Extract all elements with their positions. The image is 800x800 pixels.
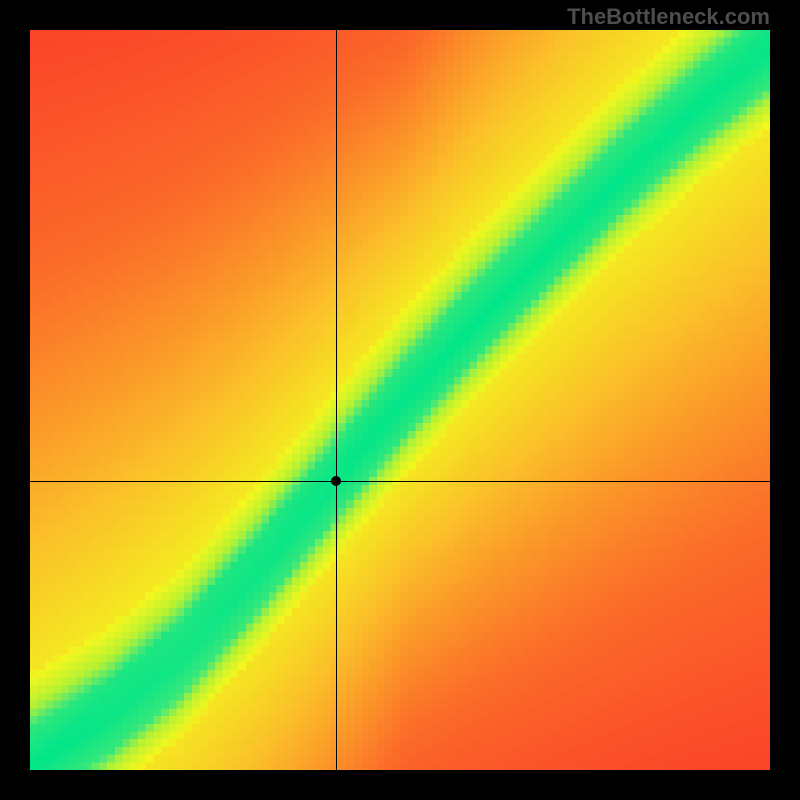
crosshair-vertical xyxy=(336,30,337,770)
heatmap-canvas xyxy=(30,30,770,770)
watermark-text: TheBottleneck.com xyxy=(567,4,770,30)
heatmap-plot xyxy=(30,30,770,770)
crosshair-horizontal xyxy=(30,481,770,482)
bottleneck-point-marker xyxy=(331,476,341,486)
